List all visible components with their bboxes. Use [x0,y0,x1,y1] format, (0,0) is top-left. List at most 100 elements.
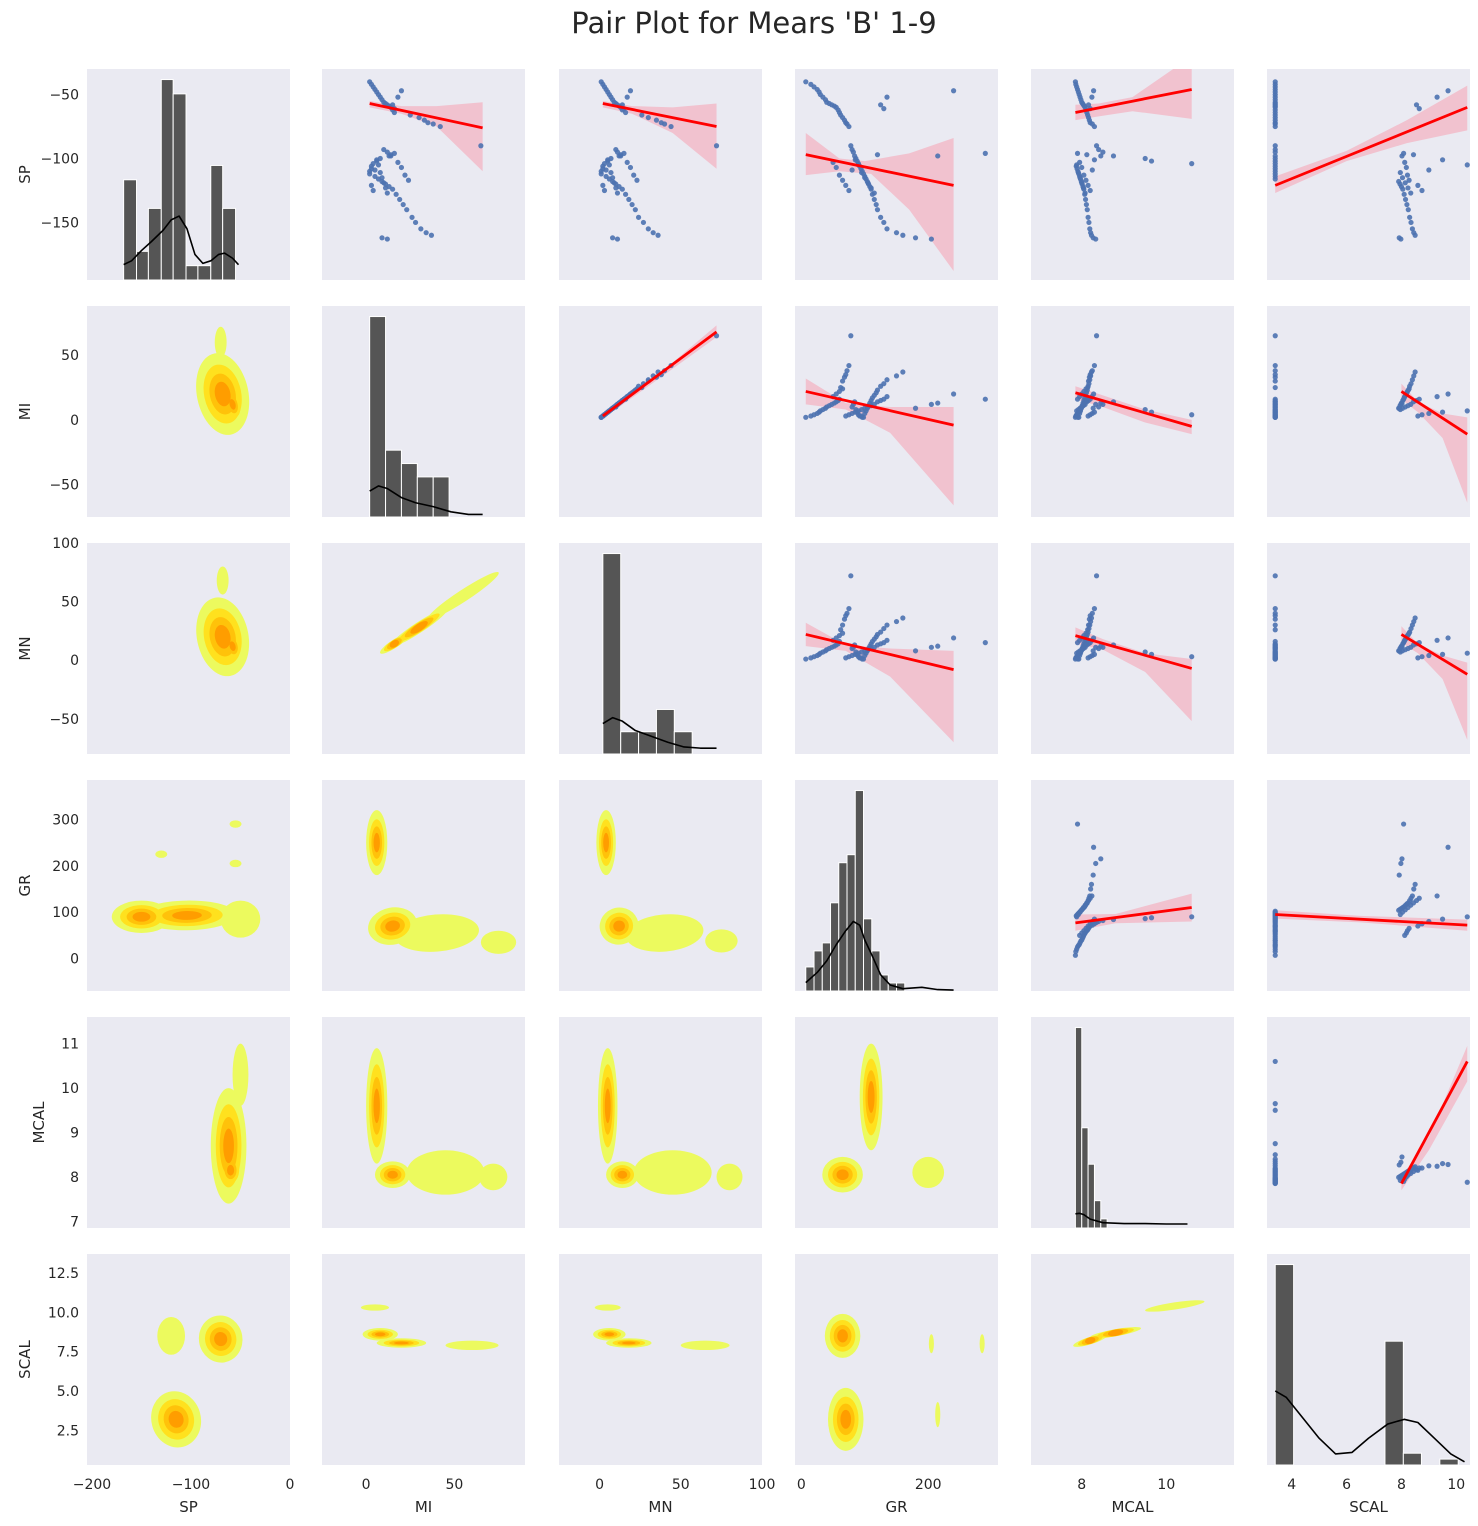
scatter-point [1272,622,1278,628]
scatter-point [1142,916,1148,922]
scatter-point [384,190,390,196]
kde-contour-level [594,1304,621,1311]
panel-background-MI-MN [559,306,762,517]
scatter-point [849,167,855,173]
y-tick-label: 100 [52,905,79,921]
panel-background-MCAL-MCAL [1031,1017,1234,1228]
y-tick-label: 0 [70,413,79,429]
kde-curve [602,716,717,749]
scatter-point [950,635,957,641]
panel-background-SCAL-GR [795,1254,998,1465]
scatter-point [912,648,919,654]
kde-panel-MCAL-vs-MI [366,1048,508,1195]
kde-curve [369,485,483,516]
scatter-point [1096,146,1102,153]
x-tick-label: 8 [1397,1477,1406,1493]
histogram-bar [620,731,640,754]
scatter-point [1142,406,1148,413]
y-tick-label: 8 [70,1170,79,1186]
scatter-point [379,175,385,181]
kde-contour-level [214,381,231,407]
y-tick-label: −50 [49,712,79,728]
panel-background-SP-MN [559,69,762,280]
y-tick-label: 100 [52,536,79,552]
scatter-point [614,190,621,196]
panel-background-MCAL-SP [87,1017,290,1228]
scatter-point [1089,167,1095,173]
scatter-point [1402,180,1408,186]
y-tick-label: 2.5 [57,1423,79,1439]
scatter-point [884,622,890,628]
scatter-point [645,114,651,121]
regression-panel-MI-vs-SCAL [1272,333,1470,503]
scatter-point [1091,362,1098,369]
panel-background-SCAL-MN [559,1254,762,1465]
scatter-point [893,230,900,236]
scatter-point [1434,394,1440,400]
scatter-point [418,226,424,232]
kde-contour-level [394,1341,409,1345]
scatter-point [611,180,617,186]
regression-line [369,102,483,130]
scatter-point [1091,123,1098,130]
scatter-point [404,207,410,213]
y-axis-label-MN: MN [16,636,34,660]
kde-contour-level [1145,1300,1205,1312]
y-axis-label-SCAL: SCAL [16,1340,34,1379]
scatter-point [1412,881,1418,887]
scatter-point [836,172,843,178]
scatter-point [1272,1107,1278,1113]
scatter-point [416,114,422,121]
x-tick-label: 200 [915,1477,942,1493]
kde-contour-level [373,1088,380,1124]
scatter-point [423,230,429,236]
scatter-point [1272,362,1278,369]
scatter-point [900,232,906,238]
scatter-point [1087,187,1093,194]
kde-panel-MI-vs-SP [196,326,250,435]
scatter-point [803,656,809,662]
regression-panel-MCAL-vs-SCAL [1272,1045,1470,1191]
scatter-point [368,182,375,188]
scatter-point [881,219,887,226]
histogram-bar [185,265,199,280]
histogram-bar [1384,1340,1404,1465]
scatter-point [1464,650,1470,656]
regression-line [1075,88,1192,114]
scatter-point [852,157,858,163]
regression-panel-MI-vs-MCAL [1072,333,1195,435]
scatter-point [400,201,406,208]
scatter-point [1434,893,1440,899]
scatter-point [912,235,919,241]
y-tick-label: 7.5 [57,1345,79,1361]
scatter-point [1434,637,1440,643]
scatter-point [1075,169,1081,176]
scatter-point [878,214,884,220]
chart-title: Pair Plot for Mears 'B' 1-9 [571,6,936,40]
regression-line [1400,390,1469,436]
scatter-point [1148,915,1155,921]
kde-panel-SCAL-vs-MI [360,1304,499,1351]
y-tick-label: 12.5 [48,1266,79,1282]
histogram-bar [416,476,434,517]
regression-line [602,330,718,418]
scatter-point [1439,651,1446,657]
scatter-point [1416,1165,1422,1171]
kde-contour-level [220,900,261,938]
kde-curve [123,215,240,266]
y-tick-label: −50 [49,88,79,104]
regression-line [602,102,717,128]
x-tick-label: 10 [1157,1477,1175,1493]
scatter-point [1077,175,1083,181]
regression-panel-GR-vs-SCAL [1272,821,1470,958]
histogram-bar [222,207,237,280]
diag-panel-SP [123,79,240,280]
scatter-point [1272,143,1278,149]
diag-panel-GR [805,790,954,991]
scatter-point [1142,155,1148,162]
panel-background-GR-MI [322,780,525,991]
kde-contour-level [912,1156,945,1189]
histogram-bar [863,918,873,991]
scatter-point [1464,162,1470,168]
kde-contour-level [157,1316,186,1355]
